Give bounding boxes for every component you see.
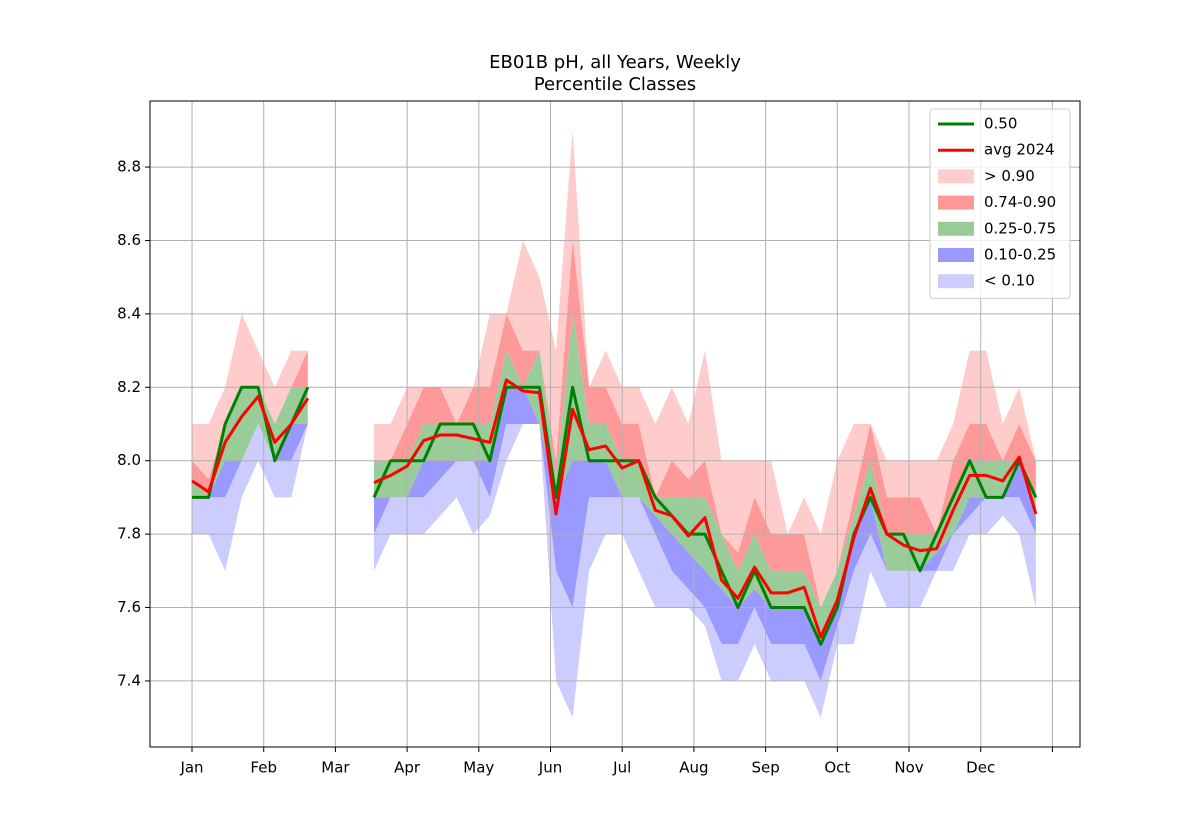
legend-label: 0.74-0.90 [984,193,1056,211]
legend-label: < 0.10 [984,272,1035,290]
plot-frame [149,100,1081,748]
series-line [373,378,1038,639]
legend-swatch [938,195,974,210]
series-line [191,394,310,494]
legend-swatch [938,248,974,262]
x-tick-label: Jun [538,759,562,777]
x-tick-label: Dec [966,759,995,777]
legend-swatch [938,274,974,289]
chart-subtitle: Percentile Classes [534,74,696,95]
x-tick-label: Aug [679,759,708,777]
legend-swatch [938,221,974,236]
y-tick-label: 8.2 [117,378,141,396]
x-tick-label: Jan [179,759,203,777]
band-area [192,424,308,498]
x-tick-label: May [463,759,494,777]
legend-label: 0.25-0.75 [984,219,1056,237]
y-tick-label: 8.6 [117,231,141,249]
y-tick-label: 7.4 [117,671,141,689]
x-tick-label: Sep [751,759,779,777]
x-tick-label: Jul [612,759,631,777]
legend-label: 0.10-0.25 [984,246,1056,264]
band-area [192,387,308,498]
y-tick-label: 7.8 [117,525,141,543]
x-tick-label: Apr [394,759,421,777]
band-area [373,130,1036,608]
y-tick-label: 8.4 [117,304,141,322]
x-tick-label: Mar [321,759,350,777]
band-area [373,424,1036,718]
legend-label: 0.50 [984,115,1017,133]
x-tick-label: Nov [894,759,923,777]
y-tick-label: 8.0 [117,451,141,469]
legend-label: > 0.90 [984,167,1035,185]
x-tick-label: Feb [250,759,277,777]
band-area [192,350,308,498]
x-tick-label: Oct [824,759,850,777]
legend-label: avg 2024 [984,141,1055,159]
chart-title: EB01B pH, all Years, Weekly [489,52,741,73]
legend-swatch [938,169,974,184]
y-tick-label: 8.8 [117,158,141,176]
series-line [372,385,1038,646]
y-tick-label: 7.6 [117,598,141,616]
